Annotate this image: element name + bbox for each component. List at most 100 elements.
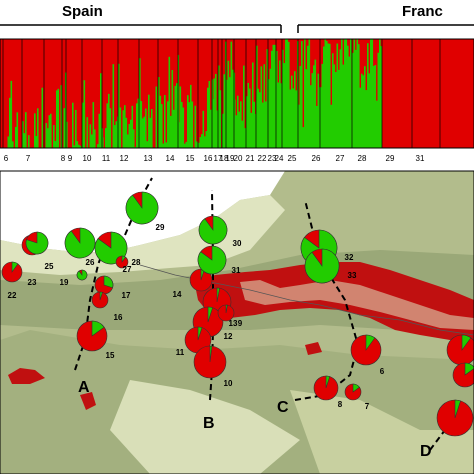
- individual-bar-29: [324, 39, 327, 148]
- bar-label-19: 19: [226, 154, 235, 163]
- individual-bar-8: [45, 123, 48, 148]
- individual-bar-17: [210, 109, 212, 148]
- map-label-11: 11: [176, 348, 185, 357]
- individual-bar-10: [75, 109, 77, 148]
- pie-slice-17: [103, 275, 114, 289]
- individual-bar-29: [323, 46, 325, 148]
- bar-label-6: 6: [4, 154, 9, 163]
- individual-bar-29: [348, 56, 351, 148]
- individual-bar-7: [35, 136, 38, 148]
- individual-bar-31: [364, 66, 366, 148]
- individual-bar-29: [332, 53, 334, 148]
- individual-bar-24: [266, 49, 269, 148]
- individual-bar-17: [198, 142, 200, 148]
- individual-bar-7: [25, 112, 27, 148]
- individual-bar-13: [134, 146, 137, 148]
- individual-bar-22: [240, 101, 242, 148]
- individual-bar-11: [91, 134, 93, 148]
- individual-bar-15: [174, 85, 177, 148]
- transect-label-A: A: [78, 379, 90, 396]
- individual-bar-9: [63, 108, 66, 148]
- transect-labels: A B C D: [78, 379, 432, 460]
- individual-bar-11: [82, 102, 84, 148]
- individual-bar-24: [257, 88, 260, 148]
- individual-bar-14: [146, 141, 149, 148]
- individual-bar-31: [353, 39, 356, 148]
- individual-bar-15: [165, 142, 168, 148]
- individual-bar-31: [358, 44, 360, 148]
- pie-slice-15: [91, 320, 105, 337]
- individual-bar-28: [304, 39, 306, 148]
- individual-bar-15: [158, 77, 160, 148]
- individual-bar-21: [230, 41, 233, 148]
- individual-bar-6: [16, 112, 19, 148]
- individual-bar-25: [268, 79, 270, 148]
- map-label-29: 29: [156, 223, 165, 232]
- individual-bar-17: [204, 136, 206, 148]
- individual-bar-28: [299, 66, 302, 148]
- individual-bar-31: [373, 65, 375, 148]
- map-label-25: 25: [45, 262, 54, 271]
- individual-bar-18: [216, 110, 219, 148]
- individual-bar-6: [15, 126, 17, 148]
- individual-bar-8: [48, 115, 51, 148]
- individual-bar-24: [259, 92, 261, 148]
- individual-bar-8: [56, 90, 58, 148]
- individual-bar-23: [246, 96, 248, 148]
- transect-label-C: C: [277, 399, 289, 416]
- individual-bar-13: [125, 117, 128, 148]
- individual-bar-21: [232, 69, 234, 148]
- individual-bar-27: [288, 41, 290, 148]
- individual-bar-6: [9, 97, 11, 148]
- bar-label-20: 20: [234, 154, 243, 163]
- bar-label-22: 22: [258, 154, 267, 163]
- individual-bar-17: [202, 110, 205, 148]
- individual-bar-22: [237, 95, 239, 148]
- individual-bar-7: [34, 113, 36, 148]
- bar-label-10: 10: [83, 154, 92, 163]
- individual-bar-11: [89, 124, 92, 148]
- individual-bar-16: [194, 105, 197, 148]
- individual-bar-10: [73, 145, 76, 148]
- individual-bar-19: [218, 65, 220, 148]
- individual-bar-31: [371, 39, 374, 148]
- pie-slice-11: [197, 326, 203, 341]
- individual-bar-16: [191, 101, 194, 148]
- map-area: [0, 171, 474, 474]
- individual-bar-17: [199, 136, 202, 148]
- country-label-france: Franc: [402, 3, 443, 20]
- individual-bar-7: [22, 121, 24, 148]
- individual-bar-29: [329, 43, 331, 148]
- ebro-basin-light: [110, 380, 300, 474]
- individual-bar-25: [274, 44, 276, 148]
- individual-bar-14: [149, 117, 152, 148]
- individual-bar-17: [208, 81, 211, 148]
- individual-bar-23: [249, 88, 251, 148]
- pie-slice-8: [325, 375, 331, 389]
- individual-bar-17: [205, 131, 208, 148]
- individual-bar-10: [76, 141, 79, 148]
- individual-bar-16: [188, 102, 191, 148]
- individual-bar-29: [342, 64, 345, 148]
- individual-bar-12: [108, 93, 110, 148]
- individual-bar-8: [57, 88, 60, 148]
- individual-bar-21: [229, 77, 231, 148]
- map-label-6: 6: [380, 367, 385, 376]
- individual-bar-29: [338, 69, 340, 148]
- individual-bar-16: [179, 86, 182, 148]
- individual-bar-31: [356, 39, 359, 148]
- individual-bar-31: [377, 52, 380, 148]
- map-label-8: 8: [338, 400, 343, 409]
- individual-bar-24: [262, 102, 264, 148]
- individual-bar-11: [98, 113, 101, 148]
- bar-label-26: 26: [312, 154, 321, 163]
- individual-bar-29: [321, 63, 324, 148]
- transect-line-extra: [124, 177, 153, 236]
- individual-bar-28: [301, 41, 303, 148]
- individual-bar-14: [148, 94, 150, 148]
- individual-bar-29: [347, 45, 349, 148]
- individual-bar-10: [79, 145, 82, 148]
- individual-bar-31: [359, 87, 362, 148]
